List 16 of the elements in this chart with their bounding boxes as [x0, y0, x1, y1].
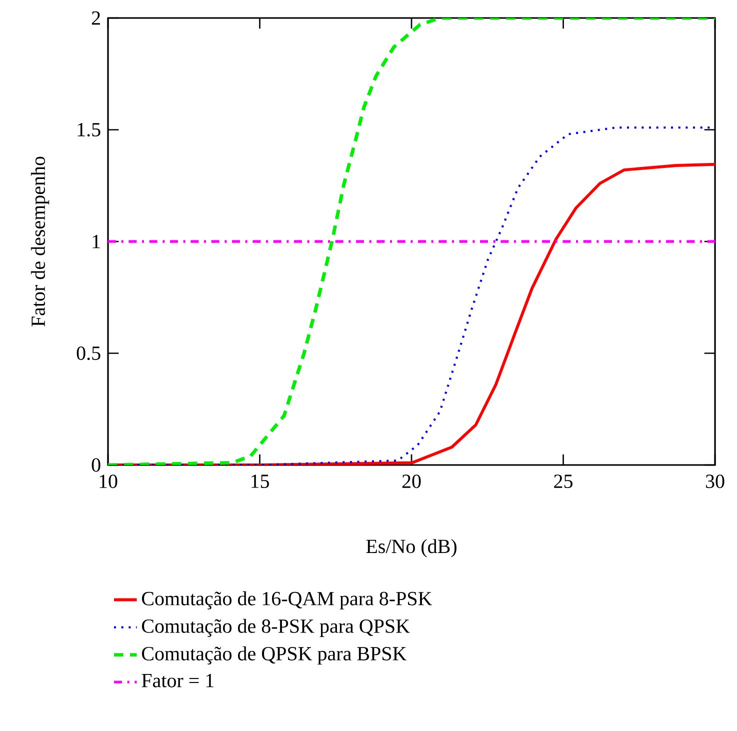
x-tick-label: 10	[100, 474, 118, 488]
x-tick-label: 20	[402, 474, 421, 488]
legend-label: Comutação de 16-QAM para 8-PSK	[142, 591, 432, 610]
y-tick-label: 1.5	[78, 123, 100, 136]
x-tick-label: 30	[706, 474, 724, 488]
legend-label: Comutação de QPSK para BPSK	[142, 646, 407, 665]
legend-label: Fator = 1	[142, 674, 214, 688]
y-tick-label: 1	[92, 234, 100, 248]
x-axis-title: Es/No (dB)	[366, 539, 456, 558]
y-tick-label: 0	[92, 458, 100, 472]
x-tick-label: 15	[252, 474, 269, 488]
y-tick-label: 0.5	[76, 346, 100, 360]
y-axis-title: Fator de desempenho	[30, 156, 50, 326]
x-tick-label: 25	[554, 474, 572, 488]
legend-label: Comutação de 8-PSK para QPSK	[142, 618, 410, 637]
y-tick-label: 2	[92, 11, 100, 25]
